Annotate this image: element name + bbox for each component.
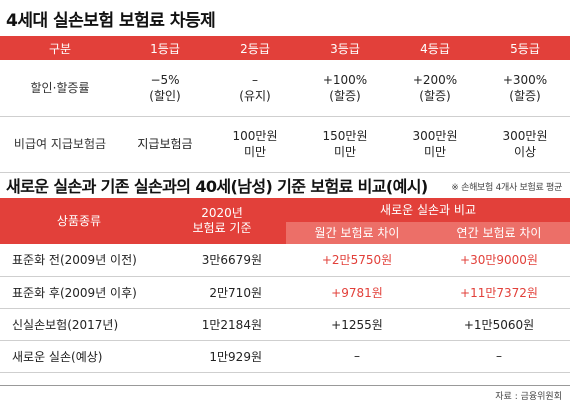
cell-rate-2: – (유지) <box>210 60 300 117</box>
cell-rate-4: +200% (할증) <box>390 60 480 117</box>
header-category: 구분 <box>0 36 120 60</box>
cell-base: 1만2184원 <box>158 308 286 341</box>
page-title: 4세대 실손보험 보험료 차등제 <box>6 11 216 31</box>
cell-yearly: +11만7372원 <box>428 276 570 309</box>
cell-product: 표준화 후(2009년 이후) <box>0 276 158 309</box>
table-row: 신실손보험(2017년) 1만2184원 +1255원 +1만5060원 <box>0 308 570 341</box>
cell-product: 표준화 전(2009년 이전) <box>0 244 158 277</box>
header-product: 상품종류 <box>0 198 158 244</box>
header-grade-3: 3등급 <box>300 36 390 60</box>
cell-base: 1만929원 <box>158 340 286 373</box>
divider <box>0 385 570 386</box>
cell-monthly: +1255원 <box>286 308 428 341</box>
premium-comparison-table: 상품종류 2020년 보험료 기준 새로운 실손과 비교 월간 보험료 차이 연간… <box>0 198 570 373</box>
table-header-row: 구분 1등급 2등급 3등급 4등급 5등급 <box>0 36 570 60</box>
cell-claims-2: 100만원 미만 <box>210 116 300 173</box>
cell-monthly: – <box>286 340 428 373</box>
header-monthly-diff: 월간 보험료 차이 <box>286 222 428 244</box>
table-subheader-row: 월간 보험료 차이 연간 보험료 차이 <box>0 222 570 244</box>
table-header-row: 상품종류 2020년 보험료 기준 새로운 실손과 비교 <box>0 198 570 244</box>
header-grade-5: 5등급 <box>480 36 570 60</box>
cell-product: 신실손보험(2017년) <box>0 308 158 341</box>
row-label-claims: 비급여 지급보험금 <box>0 116 120 173</box>
cell-base: 3만6679원 <box>158 244 286 277</box>
header-compare: 새로운 실손과 비교 <box>286 198 570 222</box>
footnote: ※ 손해보험 4개사 보험료 평균 <box>451 183 562 193</box>
header-grade-2: 2등급 <box>210 36 300 60</box>
cell-claims-5: 300만원 이상 <box>480 116 570 173</box>
table-row: 새로운 실손(예상) 1만929원 – – <box>0 340 570 373</box>
table-row: 표준화 후(2009년 이후) 2만710원 +9781원 +11만7372원 <box>0 276 570 309</box>
header-yearly-diff: 연간 보험료 차이 <box>428 222 570 244</box>
cell-claims-1: 지급보험금 <box>120 116 210 173</box>
cell-monthly: +9781원 <box>286 276 428 309</box>
cell-rate-3: +100% (할증) <box>300 60 390 117</box>
cell-rate-5: +300% (할증) <box>480 60 570 117</box>
cell-claims-4: 300만원 미만 <box>390 116 480 173</box>
cell-base: 2만710원 <box>158 276 286 309</box>
header-grade-4: 4등급 <box>390 36 480 60</box>
table-row: 표준화 전(2009년 이전) 3만6679원 +2만5750원 +30만900… <box>0 244 570 277</box>
premium-grade-table: 구분 1등급 2등급 3등급 4등급 5등급 할인·할증률 −5% (할인) –(… <box>0 36 570 173</box>
section-title-comparison: 새로운 실손과 기존 실손과의 40세(남성) 기준 보험료 비교(예시) <box>6 177 428 196</box>
cell-product: 새로운 실손(예상) <box>0 340 158 373</box>
cell-yearly: +1만5060원 <box>428 308 570 341</box>
cell-yearly: +30만9000원 <box>428 244 570 277</box>
cell-yearly: – <box>428 340 570 373</box>
table-row: 할인·할증률 −5% (할인) – (유지) +100% (할증) +200% (할증)… <box>0 60 570 117</box>
header-grade-1: 1등급 <box>120 36 210 60</box>
header-2020-base: 2020년 보험료 기준 <box>158 198 286 244</box>
cell-rate-1: −5% (할인) <box>120 60 210 117</box>
row-label-rate: 할인·할증률 <box>0 60 120 117</box>
table-row: 비급여 지급보험금 지급보험금 100만원 미만 150만원 미만 300만원 미만 … <box>0 116 570 173</box>
cell-claims-3: 150만원 미만 <box>300 116 390 173</box>
cell-monthly: +2만5750원 <box>286 244 428 277</box>
source-credit: 자료 : 금융위원회 <box>495 392 562 402</box>
